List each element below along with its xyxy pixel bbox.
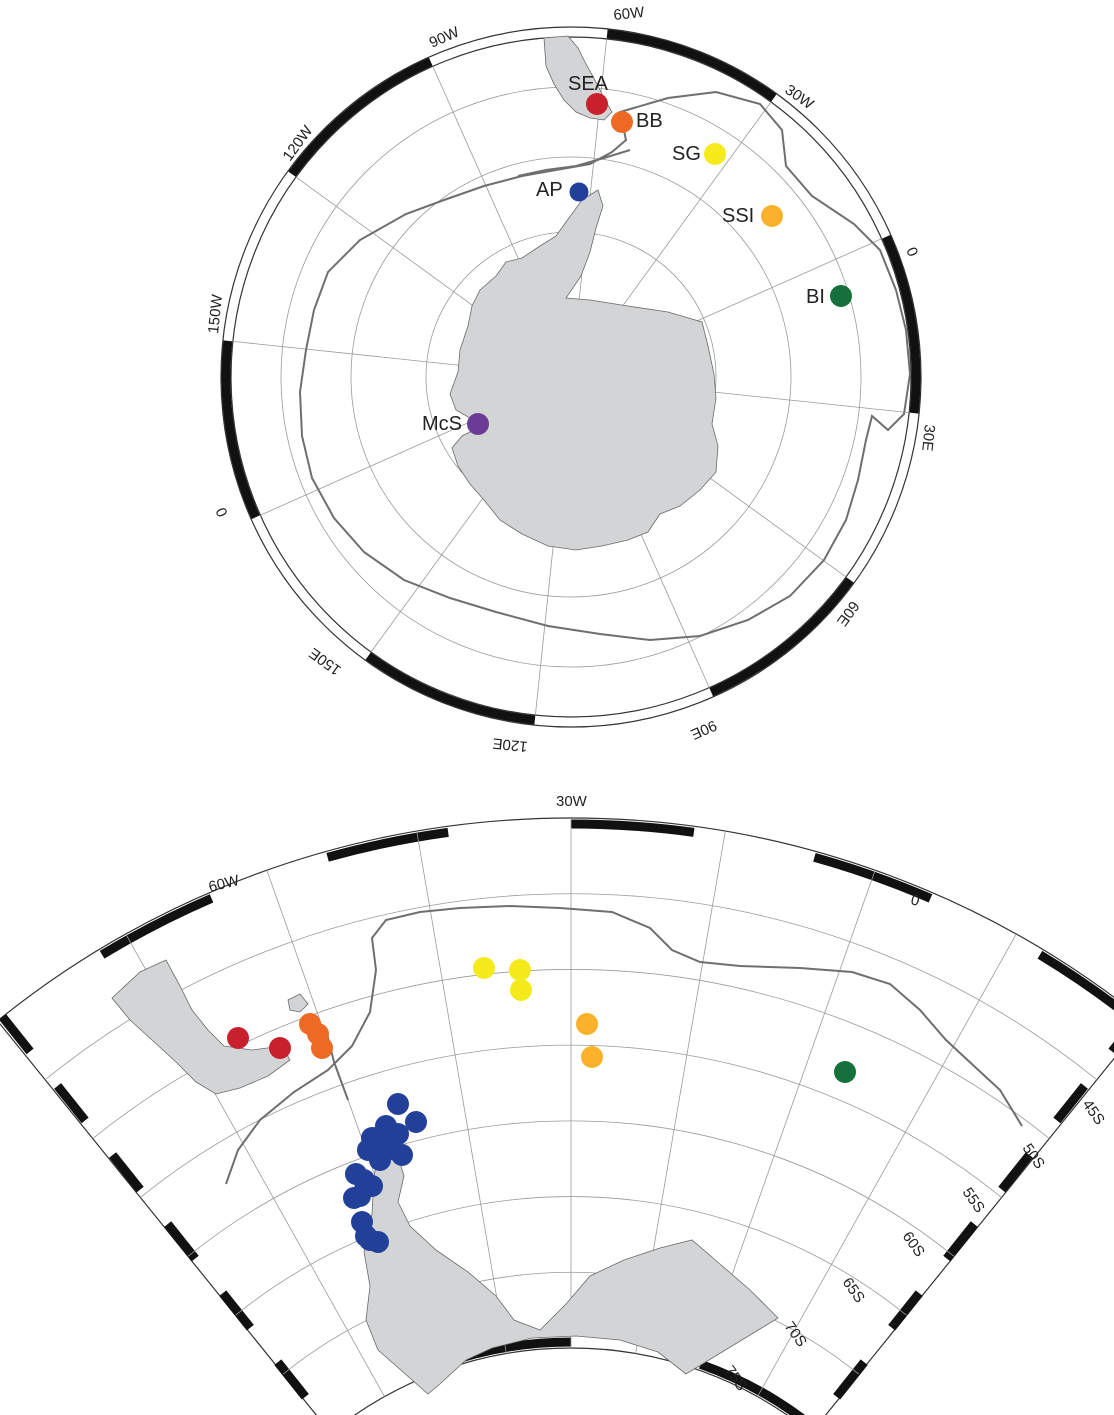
sample-dot-ap: [345, 1163, 367, 1185]
side-edge-black-segment: [1053, 1083, 1088, 1124]
site-dot-sg: [704, 143, 726, 165]
side-edge-black-segment: [943, 1221, 978, 1262]
outer-arc-black-segment: [326, 827, 449, 862]
meridian-line: [757, 933, 1017, 1397]
side-edge-black-segment: [0, 1014, 34, 1055]
site-label-ssi: SSI: [722, 205, 754, 227]
sample-dot-sea: [227, 1027, 249, 1049]
sample-dot-sg: [473, 957, 495, 979]
side-edge-black-segment: [164, 1221, 199, 1262]
lat-label-70s: 70S: [781, 1319, 810, 1351]
frame-black-segment: [882, 234, 921, 414]
lon-label-60w: 60W: [613, 4, 646, 24]
side-edge-black-segment: [833, 1359, 868, 1400]
site-label-sea: SEA: [568, 73, 609, 95]
sector-lon-label-60w: 60W: [207, 872, 242, 896]
antarctic-peninsula-landmass: [363, 1139, 779, 1395]
outer-arc-black-segment: [570, 819, 695, 837]
side-edge-black-segment: [274, 1359, 309, 1400]
site-dot-ssi: [761, 205, 783, 227]
lon-label-90e: 90E: [688, 716, 719, 742]
site-label-mcs: McS: [422, 413, 462, 435]
sample-dot-ssi: [576, 1013, 598, 1035]
sample-dot-sea: [269, 1037, 291, 1059]
sample-dot-sg: [510, 979, 532, 1001]
site-dot-mcs: [467, 413, 489, 435]
sample-dot-ap: [387, 1093, 409, 1115]
frame-black-segment: [606, 29, 777, 102]
sector-lon-label-30w: 30W: [556, 793, 588, 810]
southern-front-line: [517, 149, 631, 177]
antarctica-landmass: [449, 189, 719, 551]
site-label-sg: SG: [672, 143, 701, 165]
sample-dot-ssi: [581, 1046, 603, 1068]
sector-latitude-labels: 45S 50S 55S 60S 65S 70S 75S: [721, 1097, 1108, 1395]
frame-black-segment: [221, 340, 260, 520]
lat-label-65s: 65S: [839, 1275, 868, 1307]
side-edge-black-segment: [998, 1152, 1033, 1193]
lon-label-0-east: 0: [902, 245, 921, 260]
lon-label-30e: 30E: [918, 424, 938, 452]
sample-markers: [227, 957, 856, 1253]
sample-dot-ap: [355, 1225, 377, 1247]
side-edge-black-segment: [54, 1083, 89, 1124]
sample-dot-bb: [311, 1037, 333, 1059]
meridian-line: [416, 831, 507, 1354]
polar-front-line-sector: [225, 904, 1023, 1185]
latitude-circle: [350, 156, 792, 598]
sample-dot-ap: [349, 1185, 371, 1207]
lat-label-55s: 55S: [959, 1185, 988, 1217]
sample-dot-ap: [361, 1127, 383, 1149]
site-dot-bb: [611, 111, 633, 133]
site-markers: SEA BB SG AP SSI BI McS: [422, 73, 852, 435]
sector-outline: [0, 817, 1114, 1415]
sector-lon-label-0: 0: [909, 891, 921, 910]
frame-black-segment: [365, 652, 536, 725]
sample-dot-ap: [391, 1144, 413, 1166]
sample-dot-ap: [405, 1111, 427, 1133]
lon-label-0-west: 0: [213, 505, 232, 520]
lon-label-150w: 150W: [205, 293, 226, 335]
inner-arc-black-segment: [698, 1359, 806, 1415]
side-edge-black-segment: [888, 1290, 923, 1331]
site-dot-bi: [830, 285, 852, 307]
polar-front-line: [298, 90, 912, 642]
site-dot-sea: [586, 93, 608, 115]
polar-stereographic-map: SEA BB SG AP SSI BI McS 60W 30W 0 30E 60…: [205, 4, 938, 755]
sample-dot-bi: [834, 1061, 856, 1083]
sector-frame: [0, 817, 1114, 1415]
lon-label-150e: 150E: [306, 644, 344, 678]
site-label-ap: AP: [536, 179, 563, 201]
outer-arc-black-segment: [1037, 950, 1114, 1011]
frame-black-segment: [709, 577, 854, 697]
site-label-bi: BI: [806, 286, 825, 308]
map-frame-ticks: [221, 29, 921, 725]
lat-label-45s: 45S: [1079, 1097, 1108, 1129]
site-dot-ap: [569, 182, 589, 202]
sample-dot-ap: [369, 1149, 391, 1171]
outer-arc-black-segment: [99, 894, 214, 959]
sample-dot-sg: [509, 959, 531, 981]
lat-label-75s: 75S: [721, 1363, 750, 1395]
side-edge-black-segment: [219, 1290, 254, 1331]
side-edge-black-segment: [109, 1152, 144, 1193]
lon-label-120e: 120E: [492, 734, 529, 755]
sector-map: 30W 60W 0 45S 50S 55S 60S 65S 70S 75S: [0, 793, 1114, 1415]
site-label-bb: BB: [636, 110, 663, 132]
falkland-islands: [287, 993, 309, 1013]
sample-dot-ap: [379, 1129, 401, 1151]
frame-black-segment: [288, 57, 433, 177]
